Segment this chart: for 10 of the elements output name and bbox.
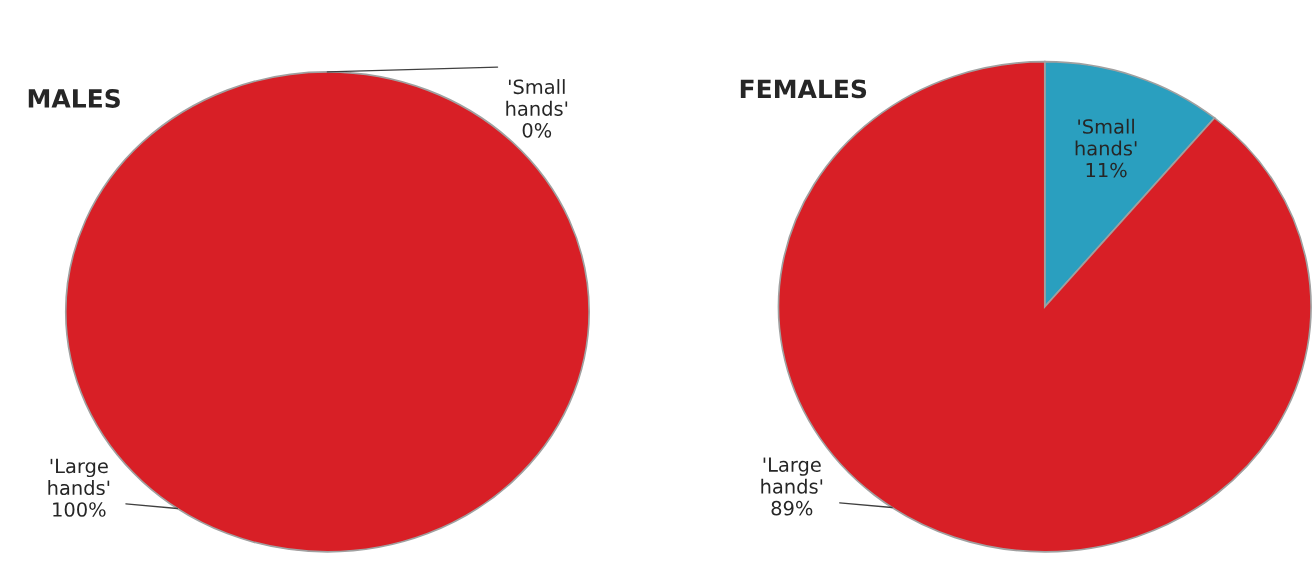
slice-label: 'Small hands' (1075, 118, 1137, 156)
data-label: 89% (771, 500, 813, 516)
data-label: 100% (53, 502, 106, 517)
data-label: 11% (1086, 162, 1127, 178)
text: 0% (522, 122, 552, 138)
category-label: 'Small hands' (506, 79, 568, 116)
slice-label: 'Large hands' (761, 457, 823, 494)
text: FEMALES (740, 79, 867, 99)
slice-label: 'Large hands' (48, 458, 110, 496)
text: MALES (28, 89, 120, 108)
